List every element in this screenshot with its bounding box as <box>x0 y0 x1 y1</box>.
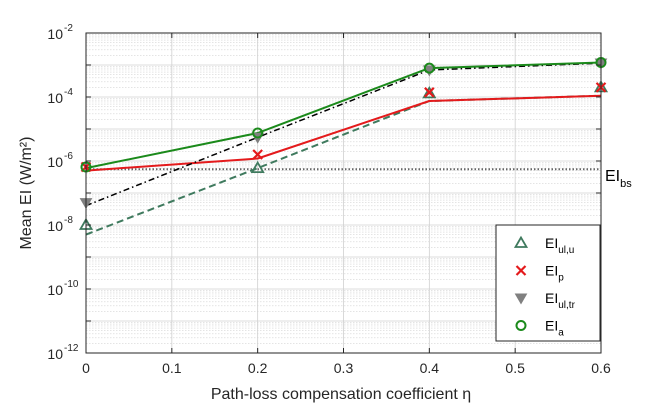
y-tick-exponent: -8 <box>64 215 73 226</box>
legend: EIul,u EIp EIul,tr EIa <box>495 224 601 342</box>
y-tick-label: 10 <box>47 346 63 362</box>
legend-label-ul_tr: EIul,tr <box>545 290 576 311</box>
series-line-ul_tr <box>85 62 602 207</box>
reference-label-main: EI <box>605 168 620 185</box>
marker-ul_u-2 <box>422 86 437 99</box>
legend-box <box>495 224 601 342</box>
series-line-p <box>85 94 602 172</box>
series-line-a <box>85 61 602 170</box>
series-lines <box>85 61 602 236</box>
x-tick-labels: 0 0.1 0.2 0.3 0.4 0.5 0.6 <box>82 360 611 376</box>
axes <box>85 32 602 354</box>
y-tick-label: 10 <box>47 26 63 42</box>
series-markers <box>78 56 609 230</box>
legend-marker-p <box>515 265 527 276</box>
x-tick-label: 0.6 <box>591 360 611 376</box>
x-tick-label: 0.5 <box>505 360 525 376</box>
legend-label-a: EIa <box>545 318 564 339</box>
y-tick-label: 10 <box>47 282 63 298</box>
marker-p-2 <box>424 87 435 98</box>
reference-label-sub: bs <box>620 178 632 190</box>
y-tick-label: 10 <box>47 154 63 170</box>
x-axis-label: Path-loss compensation coefficient η <box>211 386 471 403</box>
y-tick-label: 10 <box>47 90 63 106</box>
x-tick-label: 0 <box>82 360 90 376</box>
x-tick-label: 0.4 <box>420 360 440 376</box>
reference-line-label: EIbs <box>605 168 632 190</box>
marker-a-2 <box>423 62 435 74</box>
y-tick-exponent: -10 <box>64 279 79 290</box>
x-tick-label: 0.1 <box>162 360 182 376</box>
marker-ul_u-1 <box>250 160 265 173</box>
marker-a-1 <box>252 127 264 139</box>
y-tick-exponent: -12 <box>64 343 79 354</box>
x-tick-label: 0.2 <box>248 360 268 376</box>
legend-label-ul_u: EIul,u <box>545 235 574 256</box>
y-axis-label: Mean EI (W/m²) <box>18 137 35 250</box>
y-tick-exponent: -2 <box>64 23 73 34</box>
y-tick-exponent: -4 <box>64 87 73 98</box>
marker-p-1 <box>252 149 263 160</box>
legend-label-p: EIp <box>545 263 564 284</box>
y-tick-label: 10 <box>47 218 63 234</box>
legend-marker-a <box>515 320 527 331</box>
legend-marker-ul_u <box>513 235 529 248</box>
legend-marker-ul_tr <box>514 293 528 305</box>
y-tick-exponent: -6 <box>64 151 73 162</box>
x-tick-label: 0.3 <box>334 360 354 376</box>
